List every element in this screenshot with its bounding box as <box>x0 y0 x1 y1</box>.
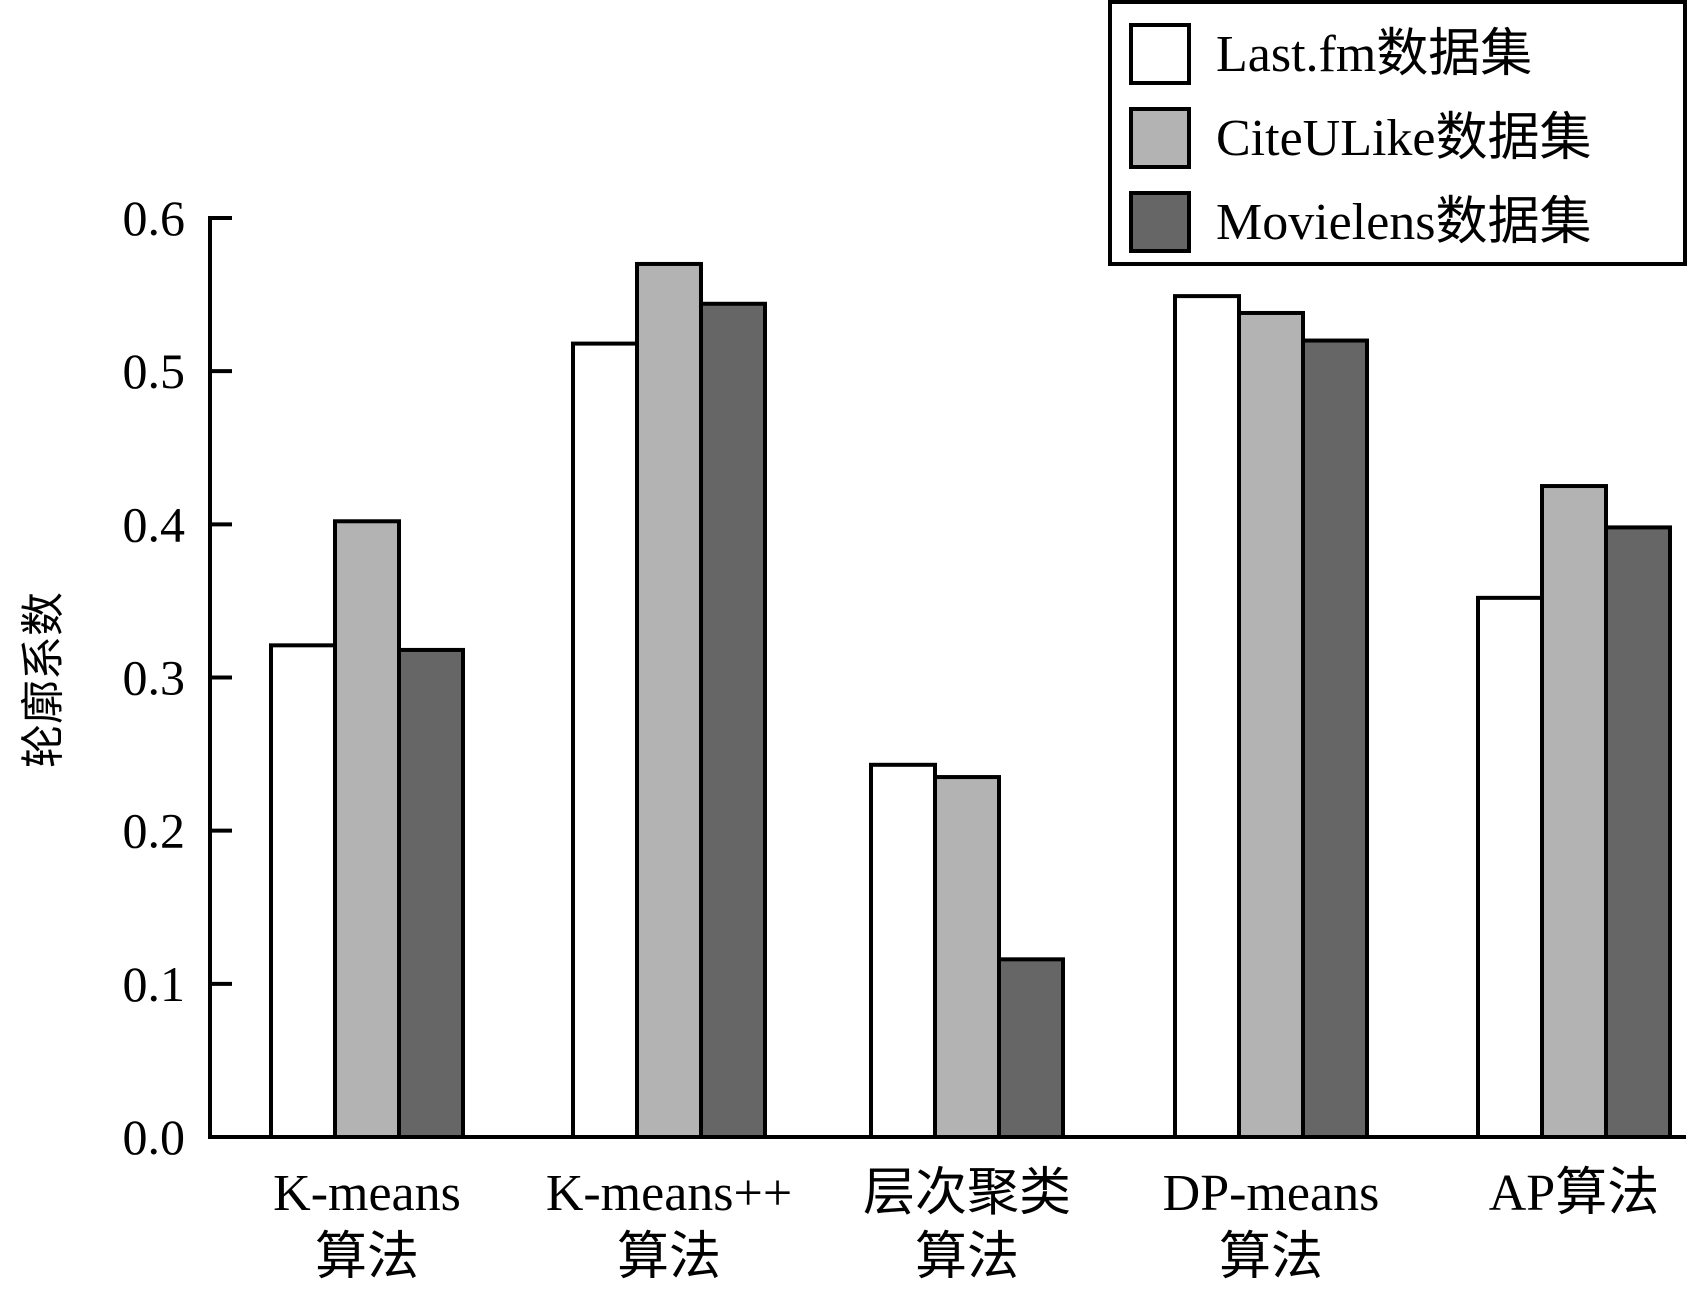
bars <box>269 261 1672 1140</box>
legend-label: Last.fm数据集 <box>1216 26 1532 83</box>
y-axis-title-group: 轮廓系数 <box>19 592 68 768</box>
bar-series-2-category-5 <box>1540 484 1608 1139</box>
x-tick-label: DP-means <box>1163 1165 1380 1222</box>
x-tick-label: 算法 <box>315 1229 419 1286</box>
x-tick-label: 层次聚类 <box>863 1165 1071 1222</box>
bar-series-3-category-4 <box>1301 338 1369 1139</box>
x-tick-label: 算法 <box>617 1229 721 1286</box>
legend-label: Movielens数据集 <box>1216 194 1592 251</box>
bar-series-1-category-3 <box>869 762 937 1139</box>
y-tick-label: 0.1 <box>123 956 186 1012</box>
legend-box <box>1108 0 1687 266</box>
bar-series-1-category-2 <box>571 341 639 1139</box>
legend-swatch <box>1129 107 1191 169</box>
x-tick-label: 算法 <box>915 1229 1019 1286</box>
y-tick-label: 0.4 <box>123 496 186 552</box>
bar-series-3-category-5 <box>1604 525 1672 1139</box>
y-axis-title: 轮廓系数 <box>19 592 68 768</box>
legend-label: CiteULike数据集 <box>1216 110 1592 167</box>
y-tick-label: 0.2 <box>123 803 186 859</box>
legend-swatch <box>1129 23 1191 85</box>
y-tick-label: 0.3 <box>123 650 186 706</box>
y-tick-label: 0.6 <box>123 190 186 246</box>
legend: Last.fm数据集 CiteULike数据集 Movielens数据集 <box>1108 0 1687 266</box>
y-tick-label: 0.5 <box>123 343 186 399</box>
x-tick-label: 算法 <box>1219 1229 1323 1286</box>
bar-series-1-category-1 <box>269 643 337 1140</box>
legend-swatch <box>1129 191 1191 253</box>
axes: 0.0 0.1 0.2 0.3 0.4 0.5 0.6 K-means 算法 K-means++ 算… <box>123 190 1686 1286</box>
bar-series-2-category-4 <box>1237 310 1305 1140</box>
bar-series-2-category-3 <box>933 775 1001 1140</box>
x-tick-label: K-means <box>273 1165 461 1222</box>
x-tick-label: K-means++ <box>546 1165 792 1222</box>
bar-series-2-category-2 <box>635 261 703 1139</box>
bar-series-1-category-4 <box>1173 294 1241 1139</box>
y-tick-label: 0.0 <box>123 1109 186 1165</box>
bar-series-3-category-1 <box>397 647 465 1139</box>
bar-series-1-category-5 <box>1476 595 1544 1139</box>
bar-series-2-category-1 <box>333 519 401 1139</box>
bar-series-3-category-2 <box>699 301 767 1140</box>
bar-series-3-category-3 <box>997 957 1065 1139</box>
x-tick-label: AP算法 <box>1489 1165 1659 1222</box>
